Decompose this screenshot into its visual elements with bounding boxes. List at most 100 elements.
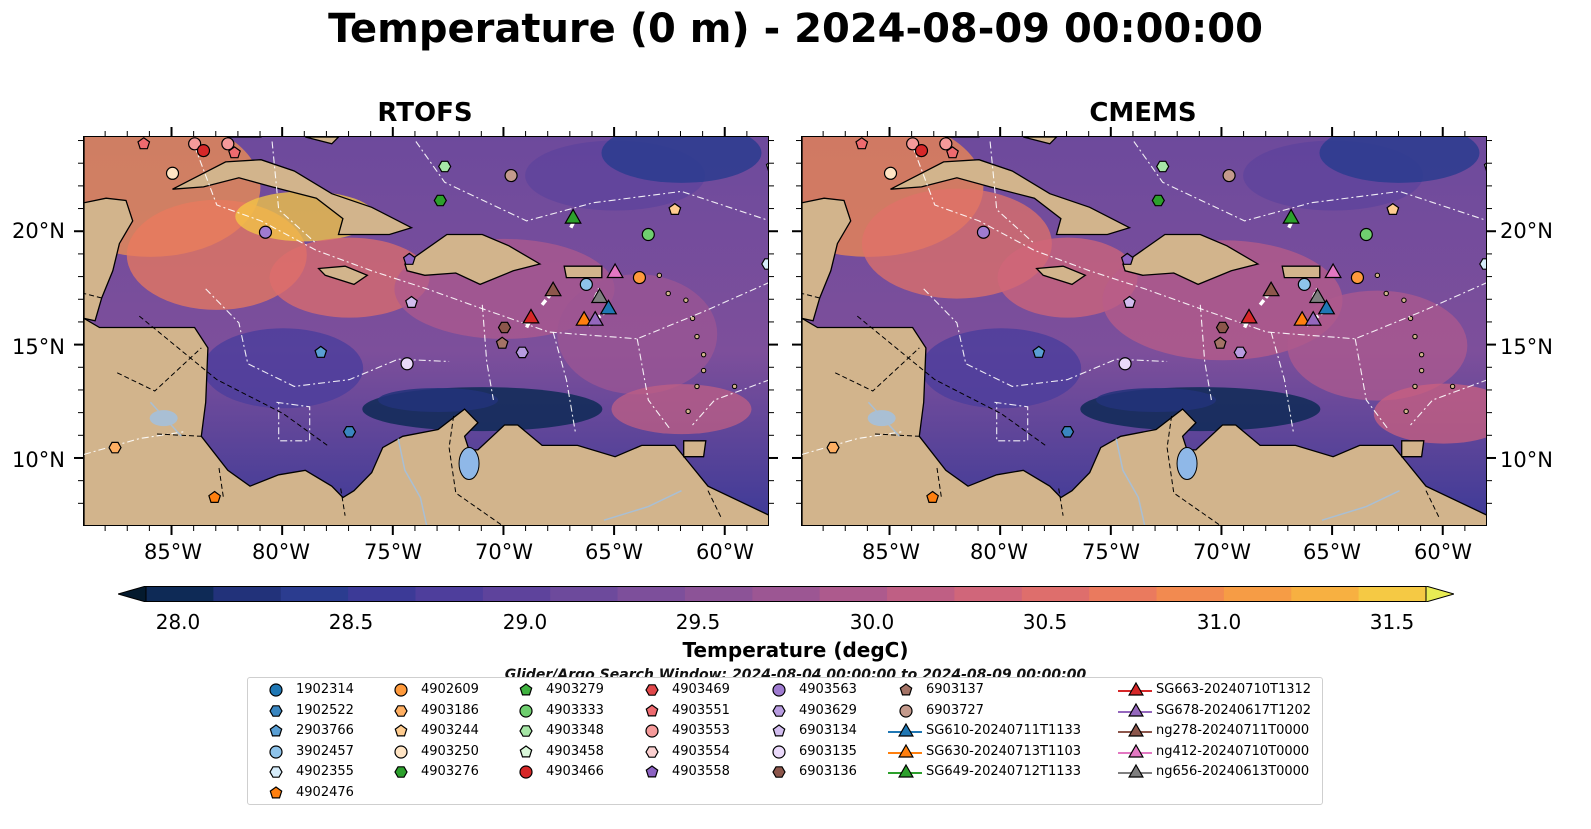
float-marker xyxy=(314,345,328,358)
colorbar-segment xyxy=(819,586,888,602)
lat-label: 15°N xyxy=(1500,335,1553,359)
river xyxy=(1321,490,1400,521)
legend-label: 4903553 xyxy=(672,723,730,738)
river xyxy=(149,401,182,437)
eez-boundary xyxy=(692,379,768,426)
map-cmems xyxy=(801,136,1487,526)
float-marker xyxy=(668,202,682,216)
pentagon-marker-icon xyxy=(772,724,786,737)
float-marker xyxy=(906,137,920,151)
eez-boundary xyxy=(994,401,1029,442)
country-border xyxy=(84,293,102,299)
eez-boundary xyxy=(415,141,768,222)
circle-marker-icon xyxy=(519,703,533,718)
legend-label: 4903186 xyxy=(421,702,479,718)
circle-marker-icon xyxy=(772,744,786,759)
hexagon-marker-icon xyxy=(269,704,283,717)
hexagon-marker-icon xyxy=(269,766,283,778)
colorbar-segment xyxy=(1223,586,1292,602)
float-marker xyxy=(826,441,840,454)
float-marker xyxy=(1222,168,1236,183)
colorbar xyxy=(118,586,1454,602)
colorbar-segment xyxy=(1089,586,1158,602)
island xyxy=(700,351,707,358)
glider-marker xyxy=(1240,308,1258,324)
colorbar-segment xyxy=(617,586,686,602)
hexagon-marker-icon xyxy=(772,766,786,778)
land-cuba xyxy=(172,159,414,236)
triangle-marker-icon xyxy=(898,722,914,737)
river xyxy=(867,401,900,437)
island xyxy=(1418,351,1425,358)
lon-label: 80°W xyxy=(970,540,1028,564)
lon-label: 70°W xyxy=(1193,540,1251,564)
hexagon-marker-icon xyxy=(645,684,659,696)
float-marker xyxy=(914,144,929,158)
hexagon-marker-icon xyxy=(269,766,283,778)
lat-label: 15°N xyxy=(12,335,65,359)
legend-label: 1902314 xyxy=(296,682,354,697)
circle-marker-icon xyxy=(899,703,913,718)
circle-marker-icon xyxy=(269,744,283,759)
colorbar-segment xyxy=(482,586,551,602)
pentagon-marker-icon xyxy=(645,703,659,716)
country-border xyxy=(1058,488,1064,516)
eez-boundary xyxy=(552,331,576,432)
circle-marker-icon xyxy=(645,724,659,738)
eez-boundary xyxy=(1354,338,1389,430)
colorbar-segment xyxy=(1358,586,1427,602)
island xyxy=(731,383,738,390)
legend-label: 6903137 xyxy=(926,682,984,697)
eez-boundary xyxy=(1133,141,1486,222)
hexagon-marker-icon xyxy=(519,725,533,737)
colorbar-segment xyxy=(550,586,619,602)
triangle-marker-icon xyxy=(1128,743,1144,758)
colorbar-segment xyxy=(213,586,282,602)
pentagon-marker-icon xyxy=(645,765,659,778)
float-marker xyxy=(228,146,241,159)
float-marker xyxy=(495,336,509,349)
eez-boundary xyxy=(1270,331,1294,432)
colorbar-segment xyxy=(684,586,753,602)
circle-marker-icon xyxy=(519,765,533,779)
temperature-patch xyxy=(611,384,752,435)
glider-marker xyxy=(564,208,582,224)
land-jamaica xyxy=(1035,265,1087,286)
pentagon-marker-icon xyxy=(519,744,533,757)
island xyxy=(1403,408,1409,415)
lat-label: 10°N xyxy=(12,448,65,472)
island xyxy=(1412,383,1418,390)
hexagon-marker-icon xyxy=(519,725,533,737)
eez-boundary xyxy=(194,145,768,340)
land-puertorico xyxy=(1281,265,1321,279)
triangle-marker-icon xyxy=(888,743,922,758)
lon-label: 60°W xyxy=(1414,540,1472,564)
hexagon-marker-icon xyxy=(394,704,408,717)
land-puertorico xyxy=(563,265,603,279)
float-marker xyxy=(1120,252,1134,265)
eez-boundary xyxy=(636,338,671,430)
circle-marker-icon xyxy=(394,744,408,759)
river xyxy=(397,438,428,525)
circle-marker-icon xyxy=(269,744,283,759)
float-marker xyxy=(1386,202,1400,216)
colorbar-tick: 29.5 xyxy=(675,610,721,634)
legend-label: 4903250 xyxy=(421,743,479,759)
float-marker xyxy=(342,426,357,438)
pentagon-marker-icon xyxy=(645,765,659,778)
pentagon-marker-icon xyxy=(519,683,533,696)
float-marker xyxy=(632,270,647,285)
legend-label: 4902355 xyxy=(296,764,354,779)
triangle-marker-icon xyxy=(888,722,922,737)
island xyxy=(1412,333,1418,340)
float-marker xyxy=(1350,270,1365,285)
hexagon-marker-icon xyxy=(772,704,786,717)
legend-label: SG663-20240710T1312 xyxy=(1156,682,1312,697)
triangle-marker-icon xyxy=(1128,681,1144,696)
land-hispaniola xyxy=(1122,233,1260,286)
country-border xyxy=(936,467,942,498)
island xyxy=(1449,383,1456,390)
map-rtofs xyxy=(83,136,769,526)
pentagon-marker-icon xyxy=(899,683,913,696)
triangle-marker-icon xyxy=(1128,763,1144,778)
